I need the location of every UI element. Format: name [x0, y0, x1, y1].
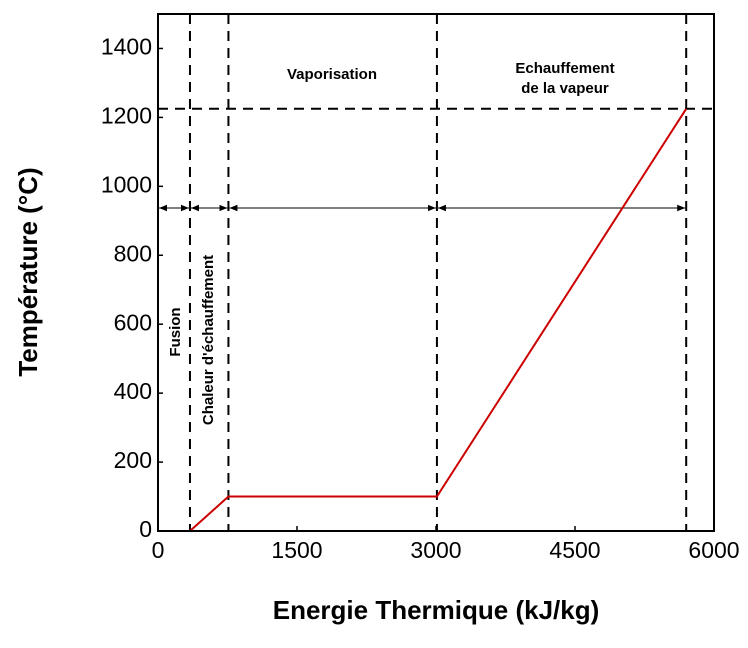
plot-frame: [157, 13, 715, 532]
y-tick-label: 1000: [101, 171, 152, 197]
y-tick-label: 1200: [101, 102, 152, 128]
y-tick-label: 600: [114, 309, 152, 335]
annotation: de la vapeur: [521, 80, 609, 97]
y-tick-label: 400: [114, 378, 152, 404]
plot-layer: 0 200 400 600 800 1000 1200 1400 0 1500 3000 4500 60…: [101, 13, 740, 563]
x-tick-label: 3000: [410, 537, 461, 563]
data-line: [189, 108, 688, 532]
annotation: Echauffement: [515, 60, 614, 77]
x-tick-label: 1500: [271, 537, 322, 563]
x-tick-label: 0: [152, 537, 165, 563]
x-tick-label: 6000: [688, 537, 739, 563]
x-axis-label: Energie Thermique (kJ/kg): [273, 595, 600, 625]
annotation: Fusion: [167, 307, 184, 356]
y-axis-label: Température (°C): [13, 167, 43, 376]
annotation: Chaleur d'échauffement: [200, 255, 217, 425]
x-tick-label: 4500: [549, 537, 600, 563]
y-tick-label: 0: [139, 516, 152, 542]
y-tick-label: 1400: [101, 34, 152, 60]
annotation: Vaporisation: [287, 66, 377, 83]
y-tick-label: 800: [114, 240, 152, 266]
y-tick-label: 200: [114, 447, 152, 473]
